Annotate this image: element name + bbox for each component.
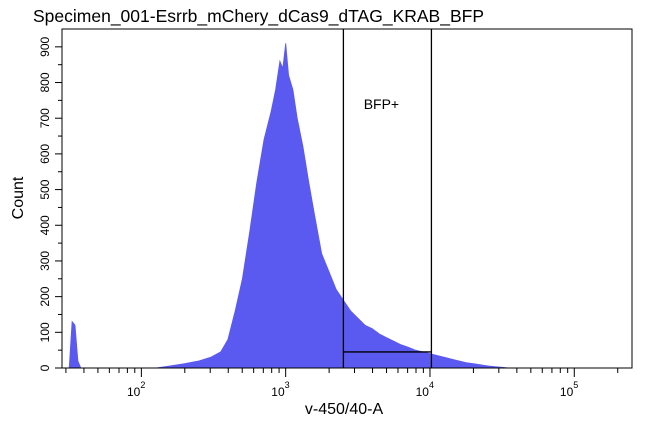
histogram-area-layer (62, 43, 632, 369)
gate-layer: BFP+ (342, 29, 433, 368)
gate-label: BFP+ (364, 96, 399, 112)
x-tick-label: 10 (416, 385, 430, 399)
y-tick-label: 400 (38, 215, 52, 235)
x-axis-label: v-450/40-A (305, 401, 384, 418)
chart-title: Specimen_001-Esrrb_mChery_dCas9_dTAG_KRA… (33, 6, 484, 27)
y-tick-label: 800 (38, 72, 52, 92)
histogram-series-0 (62, 43, 632, 369)
x-tick-exponent: 5 (573, 380, 578, 390)
x-tick-label: 10 (127, 385, 141, 399)
y-tick-label: 100 (38, 322, 52, 342)
plot-frame (61, 28, 633, 369)
y-axis-ticks: 0 100 200 300 400 500 600 700 800 900 (38, 36, 62, 371)
y-tick-label: 300 (38, 251, 52, 271)
y-tick-label: 0 (38, 364, 52, 371)
y-tick-label: 900 (38, 36, 52, 56)
x-tick-label: 10 (560, 385, 574, 399)
x-tick-exponent: 3 (285, 380, 290, 390)
y-tick-label: 200 (38, 286, 52, 306)
y-tick-label: 600 (38, 144, 52, 164)
x-tick-exponent: 4 (429, 380, 434, 390)
y-tick-label: 500 (38, 179, 52, 199)
x-tick-label: 10 (271, 385, 285, 399)
x-tick-exponent: 2 (140, 380, 145, 390)
y-axis-label: Count (10, 176, 27, 219)
x-axis-ticks: 10 2 10 3 10 4 10 5 (65, 368, 619, 399)
y-tick-label: 700 (38, 108, 52, 128)
